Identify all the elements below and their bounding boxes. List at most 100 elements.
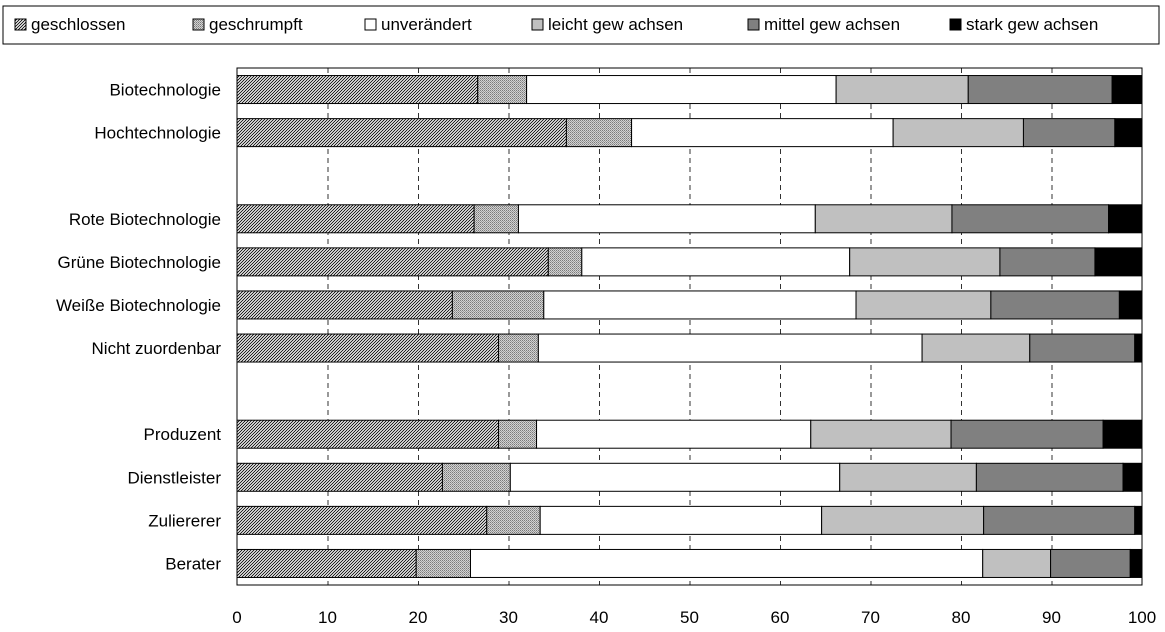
bar-segment-unveraendert [539, 505, 823, 535]
bar-segment-leicht-gew-achsen [982, 548, 1052, 578]
bar-segment-geschrumpft [477, 75, 528, 105]
bar-segment-geschlossen [236, 290, 453, 320]
bar-segment-unveraendert [469, 548, 984, 578]
category-label-gruene-biotechnologie: Grüne Biotechnologie [57, 253, 221, 272]
bar-segment-geschlossen [236, 204, 475, 234]
legend-swatch-stark-gew-achsen [949, 18, 962, 31]
bar-segment-stark-gew-achsen [1134, 505, 1143, 535]
legend-label-leicht-gew-achsen: leicht gew achsen [548, 15, 683, 34]
category-label-hochtechnologie: Hochtechnologie [94, 124, 221, 143]
bar-segment-stark-gew-achsen [1102, 419, 1143, 449]
bar-segment-stark-gew-achsen [1122, 462, 1143, 492]
x-tick-label: 50 [680, 608, 699, 627]
bar-segment-geschrumpft [486, 505, 541, 535]
category-label-produzent: Produzent [144, 425, 222, 444]
bar-segment-leicht-gew-achsen [921, 333, 1031, 363]
legend-label-mittel-gew-achsen: mittel gew achsen [764, 15, 900, 34]
bar-segment-geschrumpft [451, 290, 545, 320]
legend-swatch-geschlossen [14, 18, 27, 31]
bar-segment-leicht-gew-achsen [835, 75, 969, 105]
x-tick-label: 90 [1042, 608, 1061, 627]
bar-segment-stark-gew-achsen [1111, 75, 1143, 105]
bar-segment-geschlossen [236, 75, 479, 105]
bar-segment-mittel-gew-achsen [999, 247, 1096, 277]
x-tick-label: 10 [318, 608, 337, 627]
bar-segment-mittel-gew-achsen [975, 462, 1124, 492]
legend-swatch-unveraendert [364, 18, 377, 31]
bar-segment-leicht-gew-achsen [892, 118, 1024, 148]
bar-segment-leicht-gew-achsen [821, 505, 985, 535]
x-tick-label: 0 [232, 608, 241, 627]
legend-swatch-leicht-gew-achsen [531, 18, 544, 31]
plot-frame [236, 67, 1143, 586]
bar-segment-unveraendert [581, 247, 851, 277]
category-label-biotechnologie: Biotechnologie [109, 81, 221, 100]
bars [236, 75, 1143, 578]
bar-segment-geschlossen [236, 505, 488, 535]
bar-segment-leicht-gew-achsen [849, 247, 1001, 277]
category-label-dienstleister: Dienstleister [127, 468, 221, 487]
bar-segment-unveraendert [517, 204, 816, 234]
bar-segment-geschlossen [236, 548, 417, 578]
x-tick-label: 40 [590, 608, 609, 627]
category-label-nicht-zuordenbar: Nicht zuordenbar [92, 339, 222, 358]
x-tick-label: 30 [499, 608, 518, 627]
bar-segment-mittel-gew-achsen [1050, 548, 1131, 578]
y-axis: Biotechnologie Hochtechnologie Rote Biotec… [56, 81, 221, 574]
bar-segment-geschlossen [236, 462, 443, 492]
bar-segment-geschrumpft [498, 333, 539, 363]
bar-segment-geschrumpft [565, 118, 633, 148]
bar-segment-mittel-gew-achsen [1029, 333, 1136, 363]
bar-segment-leicht-gew-achsen [814, 204, 953, 234]
x-tick-label: 70 [861, 608, 880, 627]
bar-segment-geschlossen [236, 419, 500, 449]
bar-segment-leicht-gew-achsen [855, 290, 992, 320]
bar-segment-leicht-gew-achsen [839, 462, 977, 492]
bar-segment-leicht-gew-achsen [810, 419, 952, 449]
bar-segment-mittel-gew-achsen [951, 204, 1110, 234]
legend-label-geschlossen: geschlossen [31, 15, 126, 34]
bar-segment-geschrumpft [547, 247, 583, 277]
category-label-weisse-biotechnologie: Weiße Biotechnologie [56, 296, 221, 315]
bar-segment-mittel-gew-achsen [950, 419, 1104, 449]
bar-segment-geschlossen [236, 247, 549, 277]
bar-segment-geschrumpft [498, 419, 538, 449]
bar-segment-stark-gew-achsen [1094, 247, 1143, 277]
bar-segment-geschrumpft [473, 204, 519, 234]
legend-label-geschrumpft: geschrumpft [209, 15, 303, 34]
legend-swatch-geschrumpft [192, 18, 205, 31]
bar-segment-unveraendert [631, 118, 894, 148]
x-tick-label: 20 [409, 608, 428, 627]
bar-segment-stark-gew-achsen [1114, 118, 1143, 148]
bar-segment-unveraendert [543, 290, 857, 320]
x-tick-label: 80 [952, 608, 971, 627]
bar-segment-stark-gew-achsen [1118, 290, 1143, 320]
legend-label-stark-gew-achsen: stark gew achsen [966, 15, 1098, 34]
bar-segment-mittel-gew-achsen [1022, 118, 1116, 148]
bar-segment-mittel-gew-achsen [990, 290, 1120, 320]
legend-swatch-mittel-gew-achsen [747, 18, 760, 31]
bar-segment-mittel-gew-achsen [967, 75, 1113, 105]
plot-area: 0 10 20 30 40 50 60 70 80 90 100 Biotechnologie Hoc… [56, 67, 1156, 627]
bar-segment-mittel-gew-achsen [983, 505, 1136, 535]
bar-segment-unveraendert [537, 333, 923, 363]
x-tick-label: 60 [771, 608, 790, 627]
category-label-rote-biotechnologie: Rote Biotechnologie [69, 210, 221, 229]
category-label-berater: Berater [165, 554, 221, 573]
bar-segment-stark-gew-achsen [1134, 333, 1143, 363]
category-label-zuliererer: Zuliererer [148, 511, 221, 530]
bar-segment-unveraendert [526, 75, 837, 105]
legend-label-unveraendert: unverändert [381, 15, 472, 34]
x-tick-label: 100 [1128, 608, 1156, 627]
legend: geschlossen geschrumpft unverändert leicht … [2, 5, 1160, 45]
bar-segment-stark-gew-achsen [1129, 548, 1143, 578]
bar-segment-unveraendert [509, 462, 841, 492]
x-axis: 0 10 20 30 40 50 60 70 80 90 100 [232, 608, 1156, 627]
bar-segment-unveraendert [536, 419, 812, 449]
bar-segment-geschrumpft [441, 462, 511, 492]
bar-segment-stark-gew-achsen [1108, 204, 1143, 234]
bar-segment-geschlossen [236, 333, 500, 363]
bar-segment-geschlossen [236, 118, 567, 148]
bar-segment-geschrumpft [415, 548, 471, 578]
